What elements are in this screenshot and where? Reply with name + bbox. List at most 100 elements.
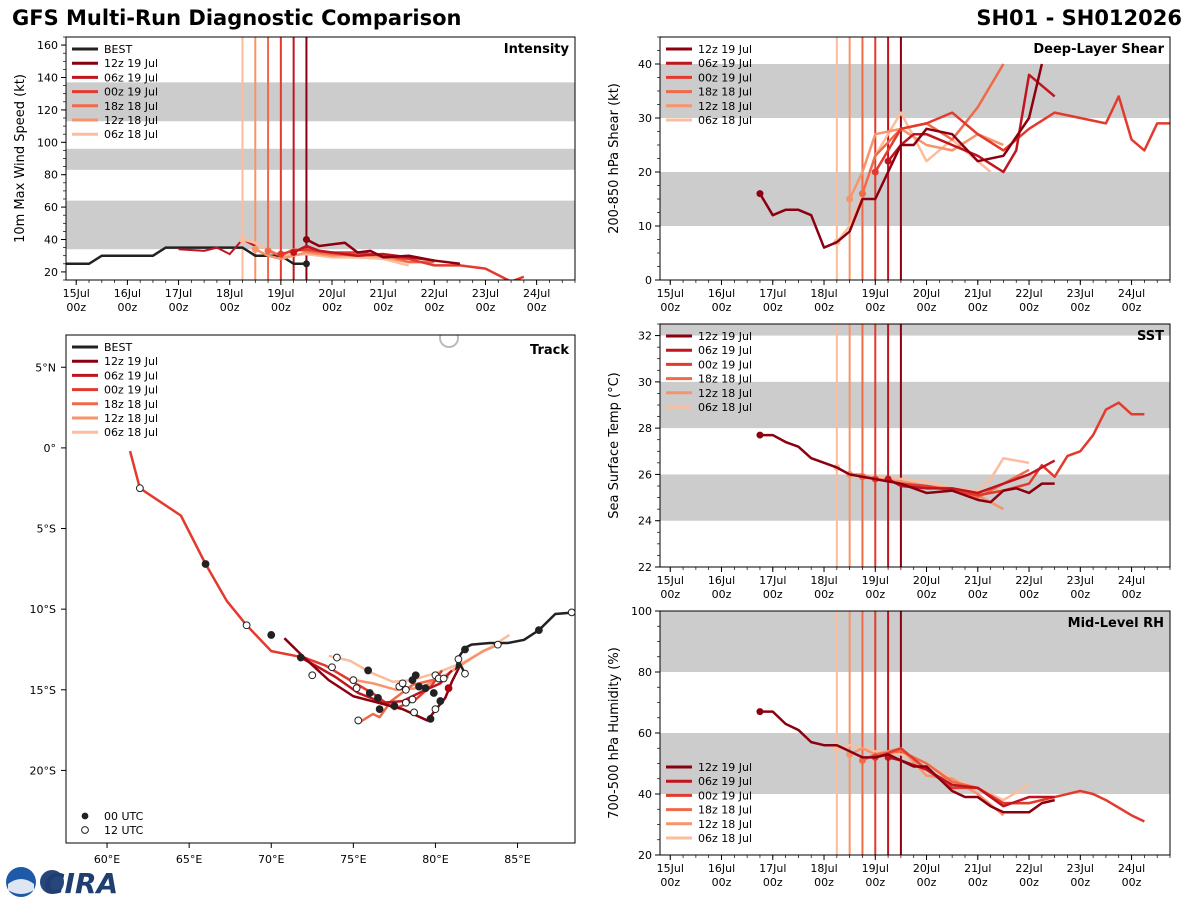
axes-frame — [659, 323, 1171, 568]
cira-logo: CIRA — [6, 867, 118, 900]
x-tick-hour: 00z — [1122, 876, 1142, 889]
series-line — [759, 710, 1055, 814]
y-tick-label: 28 — [638, 422, 652, 435]
series-init-marker — [756, 190, 764, 198]
best-track-line — [454, 611, 575, 675]
plot-area — [66, 37, 575, 280]
x-tick-day: 16Jul — [708, 574, 735, 587]
figure-title: GFS Multi-Run Diagnostic Comparison — [12, 6, 462, 30]
x-tick-hour: 00z — [1070, 588, 1090, 601]
y-tick-label: 30 — [638, 376, 652, 389]
track-line — [128, 450, 444, 711]
series-init-marker — [251, 245, 259, 253]
x-tick-day: 22Jul — [1015, 574, 1042, 587]
x-tick-hour: 00z — [660, 876, 680, 889]
legend-label: 06z 19 Jul — [104, 369, 158, 382]
legend-label: 12z 19 Jul — [698, 330, 752, 343]
panel-title: SST — [1137, 329, 1164, 344]
x-tick-hour: 00z — [712, 301, 732, 314]
y-tick-label: 20 — [638, 166, 652, 179]
x-tick-hour: 00z — [763, 876, 783, 889]
x-tick-hour: 00z — [968, 876, 988, 889]
y-tick-label: 80 — [44, 169, 58, 182]
track-marker-12utc — [401, 698, 410, 707]
legend-label: 06z 18 Jul — [698, 832, 752, 845]
x-tick-hour: 00z — [865, 588, 885, 601]
legend-label: BEST — [104, 43, 132, 56]
x-tick-day: 23Jul — [472, 287, 499, 300]
y-tick-label: 32 — [638, 330, 652, 343]
x-tick-hour: 00z — [917, 588, 937, 601]
series-init-marker — [290, 248, 298, 256]
series-line — [874, 95, 1170, 173]
x-tick-label: 85°E — [504, 853, 530, 866]
y-tick-label: 5°S — [37, 523, 56, 536]
x-tick-day: 21Jul — [964, 574, 991, 587]
track-line — [354, 641, 504, 692]
y-tick-label: 26 — [638, 468, 652, 481]
y-tick-label: 100 — [37, 136, 58, 149]
series-line — [848, 127, 1004, 200]
x-tick-day: 19Jul — [267, 287, 294, 300]
legend-label: 12z 19 Jul — [104, 57, 158, 70]
y-tick-label: 80 — [638, 666, 652, 679]
y-tick-label: 40 — [638, 58, 652, 71]
series-line — [305, 238, 461, 266]
track-marker-12utc — [454, 655, 463, 664]
track-marker-12utc — [401, 685, 410, 694]
y-axis-label: 200-850 hPa Shear (kt) — [607, 83, 622, 234]
noaa-wave-icon — [8, 879, 34, 894]
x-tick-hour: 00z — [271, 301, 291, 314]
x-tick-day: 15Jul — [63, 287, 90, 300]
x-tick-day: 22Jul — [1015, 862, 1042, 875]
x-tick-day: 22Jul — [421, 287, 448, 300]
legend-label: BEST — [104, 341, 132, 354]
axes-frame — [65, 334, 576, 844]
cira-logo-text: CIRA — [44, 867, 118, 900]
legend-label: 18z 18 Jul — [698, 373, 752, 386]
legend-00utc-label: 00 UTC — [104, 810, 144, 823]
x-tick-day: 20Jul — [318, 287, 345, 300]
track-marker-12utc — [349, 676, 358, 685]
y-tick-label: 140 — [37, 72, 58, 85]
x-tick-hour: 00z — [1019, 588, 1039, 601]
y-tick-label: 60 — [44, 201, 58, 214]
legend-label: 00z 19 Jul — [698, 71, 752, 84]
track-marker-00utc — [534, 626, 543, 635]
legend-label: 18z 18 Jul — [104, 398, 158, 411]
shaded-band — [660, 474, 1170, 521]
y-axis-label: 10m Max Wind Speed (kt) — [13, 74, 28, 243]
storm-symbol-icon — [439, 335, 459, 348]
x-tick-hour: 00z — [527, 301, 547, 314]
track-marker-12utc — [567, 608, 575, 617]
track-marker-00utc — [411, 671, 420, 680]
track-marker-00utc — [415, 682, 423, 691]
shaded-band — [660, 381, 1170, 429]
track-marker-00utc — [201, 560, 210, 568]
shaded-band — [660, 324, 1170, 336]
y-tick-label: 22 — [638, 561, 652, 574]
x-tick-hour: 00z — [220, 301, 240, 314]
track-marker-12utc — [431, 705, 440, 714]
track-marker-00utc — [436, 697, 445, 705]
x-tick-hour: 00z — [424, 301, 444, 314]
x-tick-hour: 00z — [814, 876, 834, 889]
x-tick-day: 16Jul — [708, 862, 735, 875]
track-marker-12utc — [352, 684, 361, 693]
track-marker-12utc — [354, 716, 363, 725]
legend-label: 12z 18 Jul — [698, 387, 752, 400]
legend-label: 18z 18 Jul — [698, 86, 752, 99]
x-tick-hour: 00z — [373, 301, 393, 314]
y-tick-label: 60 — [638, 727, 652, 740]
series-line — [887, 73, 1056, 174]
legend-12utc-label: 12 UTC — [104, 824, 144, 837]
x-tick-day: 15Jul — [657, 862, 684, 875]
x-tick-day: 23Jul — [1067, 862, 1094, 875]
x-tick-day: 16Jul — [114, 287, 141, 300]
sst-chart: 22242628303215Jul00z16Jul00z17Jul00z18Ju… — [607, 323, 1171, 601]
x-tick-day: 18Jul — [810, 287, 837, 300]
track-marker-12utc — [461, 669, 469, 678]
x-tick-day: 24Jul — [1118, 574, 1145, 587]
track-marker-00utc — [429, 689, 438, 697]
x-tick-hour: 00z — [660, 301, 680, 314]
